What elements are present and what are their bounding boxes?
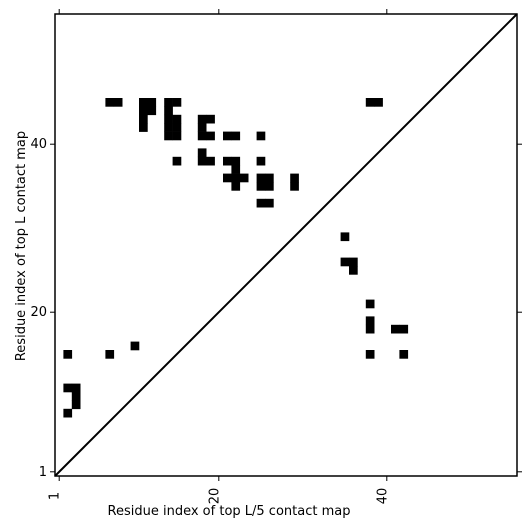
contact-cell-upper	[164, 98, 173, 107]
contact-cell-upper	[206, 114, 215, 124]
contact-cell-lower	[71, 383, 81, 393]
contact-cell-upper	[164, 114, 173, 124]
plot-frame	[54, 13, 518, 477]
contact-cell-lower	[63, 408, 73, 418]
contact-cell-lower	[365, 316, 375, 326]
contact-cell-upper	[223, 156, 232, 166]
contact-cell-upper	[290, 182, 299, 191]
contact-cell-upper	[172, 131, 182, 141]
contact-cell-lower	[340, 232, 350, 242]
contact-cell-upper	[290, 173, 299, 183]
contact-cell-upper	[197, 156, 207, 166]
contact-cell-upper	[105, 98, 115, 107]
x-axis-label: Residue index of top L/5 contact map	[108, 504, 351, 519]
contact-cell-upper	[374, 98, 383, 107]
contact-cell-lower	[349, 257, 358, 267]
contact-cell-upper	[223, 131, 232, 141]
contact-cell-upper	[197, 114, 207, 124]
contact-cell-lower	[130, 341, 140, 351]
contact-cell-upper	[139, 114, 148, 124]
contact-cell-upper	[139, 98, 148, 107]
diagonal-line	[54, 13, 518, 477]
axis-ticks: 1 20 40 1 20 40	[30, 9, 522, 504]
contact-cell-upper	[239, 173, 249, 183]
contact-cell-lower	[71, 400, 81, 410]
contact-cell-upper	[197, 148, 207, 158]
contact-cell-upper	[172, 98, 182, 107]
contact-cell-lower	[365, 350, 375, 359]
contact-cell-lower	[63, 383, 73, 393]
contact-cell-lower	[349, 266, 358, 275]
contact-cell-upper	[256, 131, 266, 141]
x-tick-label: 40	[375, 488, 390, 505]
contact-cell-upper	[231, 182, 241, 191]
contact-cell-upper	[164, 123, 173, 132]
contact-cell-lower	[365, 299, 375, 309]
contact-cell-upper	[231, 156, 241, 166]
contact-cell-upper	[147, 98, 157, 107]
contact-cell-upper	[256, 173, 266, 183]
y-axis-label: Residue index of top L contact map	[14, 131, 29, 361]
y-tick-label: 40	[30, 137, 47, 152]
y-tick-label: 1	[39, 465, 47, 480]
contact-cell-lower	[63, 350, 73, 359]
contact-cell-upper	[164, 106, 173, 116]
contact-cell-upper	[113, 98, 123, 107]
contact-cell-lower	[365, 324, 375, 334]
y-tick-label: 20	[30, 305, 47, 320]
contact-cell-upper	[172, 114, 182, 124]
contact-cell-upper	[206, 131, 215, 141]
contact-cell-upper	[223, 173, 232, 183]
contact-cell-lower	[391, 324, 400, 334]
contact-cell-upper	[231, 173, 241, 183]
contact-cell-upper	[197, 131, 207, 141]
x-tick-label: 1	[48, 492, 63, 500]
contact-cell-lower	[340, 257, 350, 267]
contact-cell-upper	[231, 131, 241, 141]
contact-cells	[63, 98, 409, 418]
contact-cell-upper	[256, 156, 266, 166]
contact-cell-upper	[139, 106, 148, 116]
contact-cell-upper	[197, 123, 207, 132]
contact-cell-upper	[164, 131, 173, 141]
contact-cell-upper	[172, 156, 182, 166]
contact-cell-upper	[206, 156, 215, 166]
contact-cell-upper	[365, 98, 375, 107]
contact-cell-upper	[231, 165, 241, 174]
contact-cell-upper	[265, 173, 274, 183]
contact-cell-upper	[265, 198, 274, 208]
contact-cell-upper	[256, 182, 266, 191]
contact-cell-lower	[399, 324, 409, 334]
contact-cell-upper	[139, 123, 148, 132]
contact-cell-lower	[71, 392, 81, 401]
contact-cell-upper	[172, 123, 182, 132]
contact-cell-upper	[265, 182, 274, 191]
contact-cell-lower	[399, 350, 409, 359]
contact-cell-upper	[147, 106, 157, 116]
contact-cell-upper	[256, 198, 266, 208]
contact-cell-lower	[105, 350, 115, 359]
x-tick-label: 20	[207, 488, 222, 505]
